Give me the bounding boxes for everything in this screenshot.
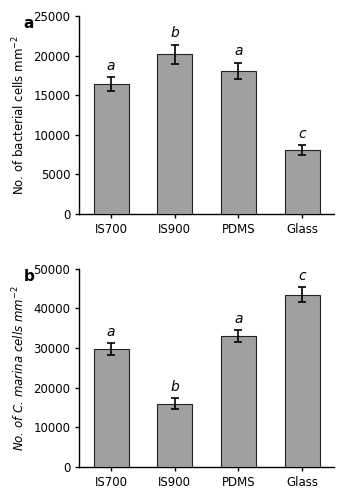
- Text: b: b: [170, 380, 179, 394]
- Bar: [157, 54, 192, 214]
- Text: a: a: [234, 312, 243, 326]
- Bar: [285, 150, 319, 214]
- Text: c: c: [298, 269, 306, 283]
- Text: c: c: [298, 127, 306, 141]
- Bar: [157, 404, 192, 467]
- Bar: [221, 336, 256, 467]
- Text: b: b: [170, 26, 179, 40]
- Text: a: a: [107, 58, 115, 72]
- Bar: [221, 71, 256, 214]
- Text: a: a: [234, 44, 243, 59]
- Bar: [285, 294, 319, 467]
- Bar: [93, 349, 129, 467]
- Y-axis label: No. of bacterial cells mm$^{-2}$: No. of bacterial cells mm$^{-2}$: [11, 35, 28, 195]
- Text: a: a: [107, 324, 115, 338]
- Bar: [93, 84, 129, 214]
- Text: b: b: [23, 269, 34, 284]
- Y-axis label: No. of C. marina cells mm$^{-2}$: No. of C. marina cells mm$^{-2}$: [11, 285, 28, 450]
- Text: a: a: [23, 16, 34, 31]
